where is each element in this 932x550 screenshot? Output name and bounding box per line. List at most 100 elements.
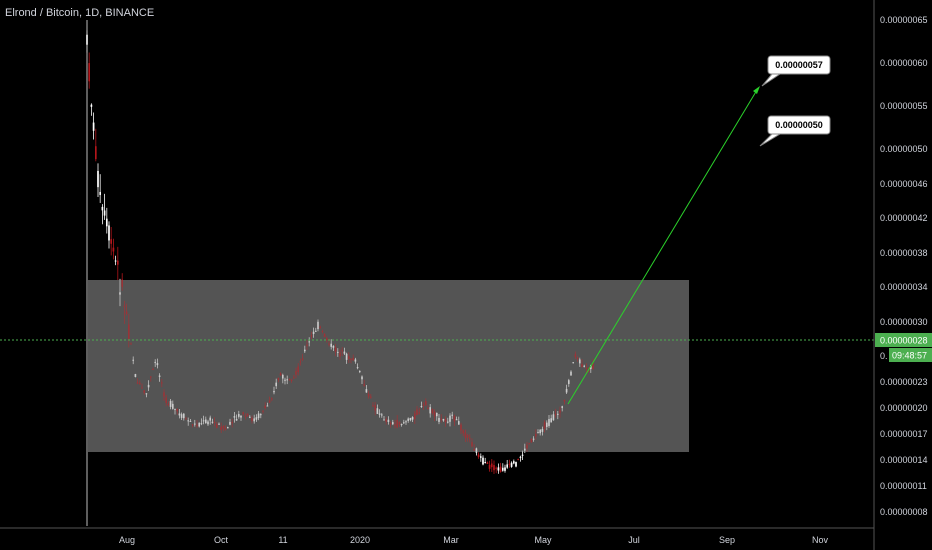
arrow-head-icon [753, 86, 760, 94]
candle-body [400, 424, 403, 426]
candle-body [317, 321, 319, 330]
candle-body [306, 344, 308, 346]
candle [565, 384, 568, 395]
candle [174, 408, 176, 415]
candle [414, 411, 416, 424]
candle-body [200, 423, 203, 425]
candle [510, 461, 513, 468]
candle-body [422, 404, 425, 406]
candle-body [99, 191, 101, 195]
callout-1[interactable]: 0.00000057 [761, 55, 831, 87]
candle [224, 425, 227, 431]
candle [308, 337, 310, 347]
callout-2[interactable]: 0.00000050 [759, 115, 831, 147]
candle [416, 406, 418, 416]
candle [475, 447, 478, 456]
candle-body [189, 420, 192, 422]
candle [345, 352, 348, 364]
candle-body [180, 414, 183, 418]
candle-body [572, 362, 574, 364]
candle-body [453, 415, 456, 422]
candle-body [161, 382, 163, 384]
candle [231, 418, 233, 428]
candle-body [334, 347, 337, 352]
candle [460, 422, 462, 434]
candle [216, 421, 218, 429]
range-box[interactable] [88, 280, 689, 452]
candle-body [103, 210, 106, 216]
candle [363, 379, 365, 387]
candle [378, 409, 381, 418]
candle [572, 362, 574, 364]
candle-body [429, 407, 431, 414]
candle [97, 163, 99, 198]
candle-body [279, 373, 282, 376]
candle-body [381, 414, 383, 416]
candle-body [458, 421, 460, 425]
candle-body [95, 146, 97, 160]
candle [99, 174, 101, 203]
candle [260, 413, 262, 419]
candle-body [427, 407, 429, 409]
candle-body [546, 422, 548, 427]
price-axis[interactable]: 0.00000065 0.00000060 0.00000055 0.00000050… [880, 15, 928, 517]
candle-body [592, 363, 594, 370]
candle [392, 419, 394, 426]
time-axis[interactable]: Aug Oct 11 2020 Mar May Jul Sep Nov [119, 535, 829, 545]
time-tick-label: 11 [278, 535, 287, 545]
candle-body [372, 405, 374, 407]
candle-body [156, 363, 159, 366]
callout-label-1: 0.00000057 [775, 60, 823, 70]
candle [418, 407, 420, 415]
price-tick-label: 0.00000030 [880, 317, 928, 327]
candle-body [246, 413, 249, 417]
candle-body [268, 400, 271, 403]
candle [117, 246, 119, 281]
candle-body [574, 354, 577, 358]
time-tick-label: Jul [628, 535, 640, 545]
candle [299, 358, 302, 366]
candle [163, 389, 165, 401]
projection-arrow[interactable] [567, 89, 758, 405]
candle-body [90, 104, 93, 107]
candle-body [207, 421, 209, 425]
candle [218, 422, 220, 425]
candle-body [172, 403, 174, 409]
candle-body [301, 358, 304, 360]
candle-body [174, 408, 176, 410]
candle [581, 359, 583, 368]
candle-body [249, 416, 251, 418]
candle-body [367, 393, 370, 397]
candle-body [242, 412, 244, 415]
candle-body [205, 419, 207, 424]
candle-body [510, 462, 513, 467]
candle-body [218, 423, 220, 425]
candle [493, 460, 495, 474]
candle-body [387, 419, 390, 422]
candle [455, 416, 458, 421]
candle-body [477, 454, 480, 457]
candle [367, 390, 370, 399]
candle [422, 402, 425, 411]
candle-body [150, 376, 152, 378]
candle [189, 419, 192, 422]
candle [264, 402, 266, 410]
candle-body [312, 331, 315, 334]
candle [297, 363, 299, 376]
candle-body [343, 351, 346, 354]
candle-body [537, 432, 539, 434]
candle [156, 358, 159, 369]
candle [101, 204, 104, 225]
candle [574, 351, 577, 359]
candle-body [339, 352, 341, 357]
price-tick-label: 0.00000017 [880, 429, 928, 439]
candle [359, 370, 361, 374]
price-tick-label: 0.00000011 [880, 481, 927, 491]
candle [266, 402, 269, 407]
candle [209, 415, 211, 425]
candle [429, 404, 431, 418]
candle [579, 357, 581, 367]
candle [273, 386, 275, 395]
candle [147, 380, 150, 391]
